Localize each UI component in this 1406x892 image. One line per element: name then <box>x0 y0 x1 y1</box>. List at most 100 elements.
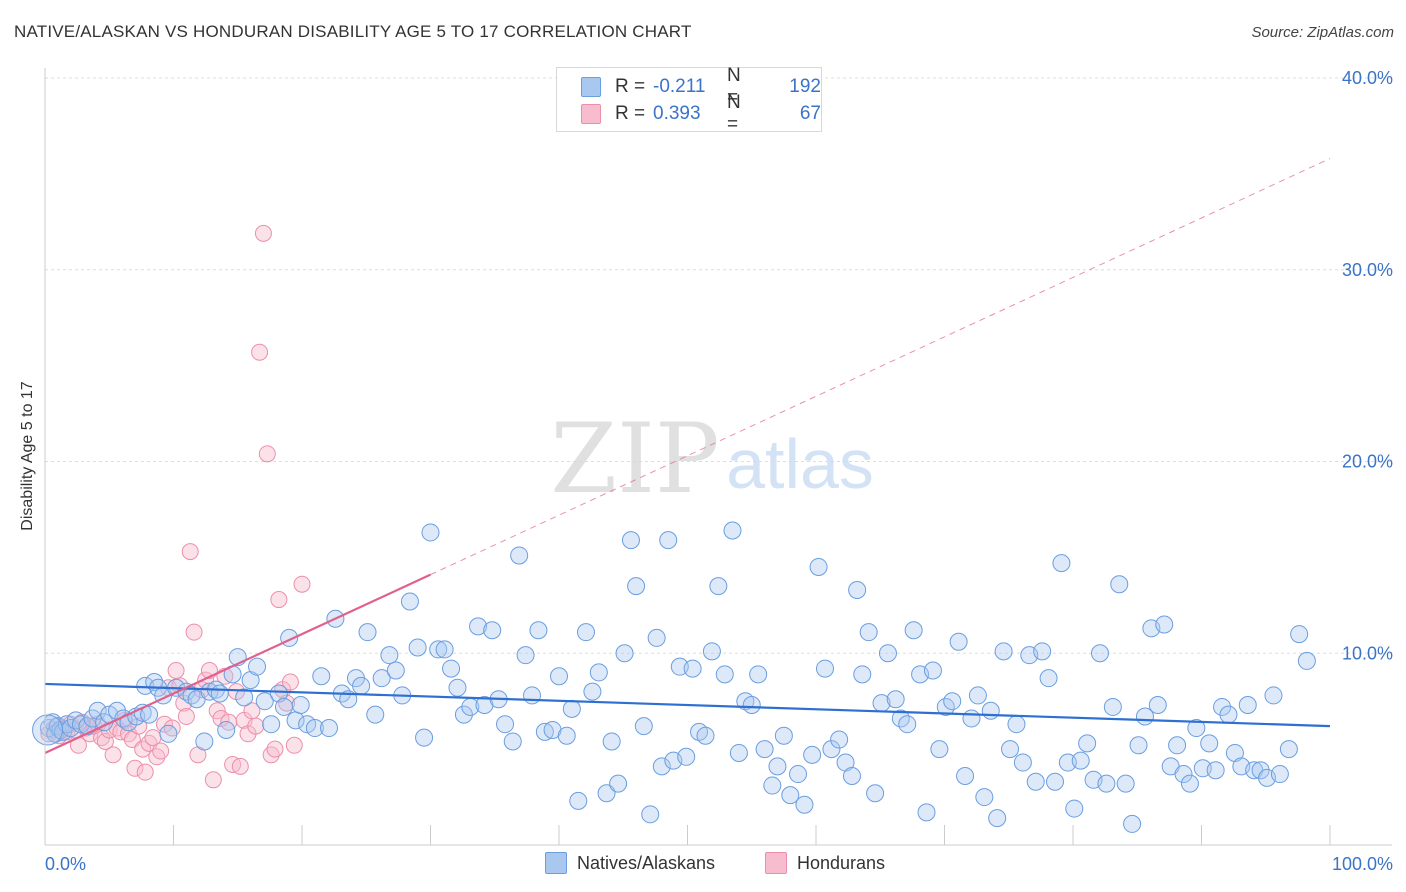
natives-point <box>715 665 734 684</box>
natives-point <box>615 644 634 663</box>
hondurans-point <box>126 759 144 777</box>
natives-point <box>255 692 274 711</box>
natives-point <box>1046 772 1065 791</box>
natives-point <box>159 724 178 743</box>
natives-point <box>1013 753 1032 772</box>
hondurans-point <box>167 662 185 680</box>
natives-point <box>1270 765 1289 784</box>
natives-point <box>755 740 774 759</box>
natives-point <box>210 684 229 703</box>
natives-point <box>729 743 748 762</box>
watermark-zip: ZIP <box>550 403 719 515</box>
natives-point <box>696 726 715 745</box>
natives-point <box>1297 651 1316 670</box>
natives-point <box>386 661 405 680</box>
natives-point <box>1180 774 1199 793</box>
legend-label-natives: Natives/Alaskans <box>577 852 716 873</box>
natives-point <box>994 642 1013 661</box>
y-tick-label: 30.0% <box>1342 260 1393 280</box>
natives-point <box>923 661 942 680</box>
natives-point <box>774 726 793 745</box>
natives-point <box>949 632 968 651</box>
hondurans-point <box>254 224 272 242</box>
natives-point <box>1200 734 1219 753</box>
hondurans-point <box>251 343 269 361</box>
legend-n-label: N = <box>727 65 741 108</box>
natives-swatch <box>545 852 567 874</box>
natives-point <box>503 732 522 751</box>
hondurans-trend-extension <box>430 158 1331 576</box>
natives-point <box>886 690 905 709</box>
natives-swatch <box>581 77 601 97</box>
natives-point <box>516 646 535 665</box>
natives-point <box>962 709 981 728</box>
natives-point <box>319 719 338 738</box>
natives-point <box>1071 751 1090 770</box>
natives-point <box>415 728 434 747</box>
legend-label-hondurans: Hondurans <box>797 852 886 873</box>
hondurans-point <box>278 694 296 712</box>
natives-point <box>557 726 576 745</box>
natives-point <box>1001 740 1020 759</box>
natives-points <box>32 521 1316 833</box>
natives-point <box>763 776 782 795</box>
legend-r-value: -0.211 <box>653 76 706 97</box>
source-label: Source: ZipAtlas.com <box>1251 24 1394 41</box>
natives-point <box>803 745 822 764</box>
watermark-atlas: atlas <box>726 425 874 503</box>
natives-point <box>677 747 696 766</box>
natives-trend-line <box>44 682 1331 728</box>
natives-point <box>1110 575 1129 594</box>
natives-point <box>372 669 391 688</box>
natives-point <box>1007 715 1026 734</box>
legend-item-natives[interactable]: Natives/Alaskans <box>545 852 715 874</box>
natives-point <box>569 791 588 810</box>
hondurans-point <box>231 757 249 775</box>
natives-point <box>789 765 808 784</box>
natives-point <box>248 657 267 676</box>
natives-point <box>235 688 254 707</box>
hondurans-swatch <box>765 852 787 874</box>
natives-point <box>1065 799 1084 818</box>
natives-point <box>1219 705 1238 724</box>
natives-point <box>842 766 861 785</box>
natives-point <box>627 577 646 596</box>
natives-point <box>1026 772 1045 791</box>
natives-point <box>1187 719 1206 738</box>
hondurans-point <box>212 709 230 727</box>
natives-point <box>659 531 678 550</box>
natives-point <box>88 701 107 720</box>
natives-point <box>723 521 742 540</box>
hondurans-point <box>181 543 199 561</box>
natives-point <box>1090 644 1109 663</box>
natives-point <box>469 617 488 636</box>
natives-point <box>483 621 502 640</box>
natives-point <box>809 557 828 576</box>
hondurans-point <box>136 763 154 781</box>
natives-point <box>408 638 427 657</box>
natives-point <box>550 667 568 686</box>
axes: 10.0% 20.0% 30.0% 40.0% 0.0% 100.0% <box>44 68 1393 874</box>
natives-point <box>1168 736 1187 755</box>
natives-point <box>853 665 872 684</box>
y-tick-label: 20.0% <box>1342 452 1393 472</box>
hondurans-point <box>285 736 303 754</box>
natives-point <box>523 686 542 705</box>
natives-point <box>859 623 878 642</box>
natives-point <box>822 740 841 759</box>
legend-item-hondurans[interactable]: Hondurans <box>765 852 885 874</box>
natives-point <box>269 684 288 703</box>
natives-point <box>305 719 324 738</box>
natives-point <box>529 621 548 640</box>
hondurans-point <box>104 746 122 764</box>
natives-point <box>429 640 448 659</box>
natives-point <box>975 788 994 807</box>
natives-point <box>291 696 310 715</box>
hondurans-point <box>247 717 265 735</box>
natives-point <box>71 715 90 734</box>
hondurans-point <box>266 740 284 758</box>
natives-point <box>981 701 1000 720</box>
natives-point <box>641 805 660 824</box>
natives-point <box>709 577 728 596</box>
